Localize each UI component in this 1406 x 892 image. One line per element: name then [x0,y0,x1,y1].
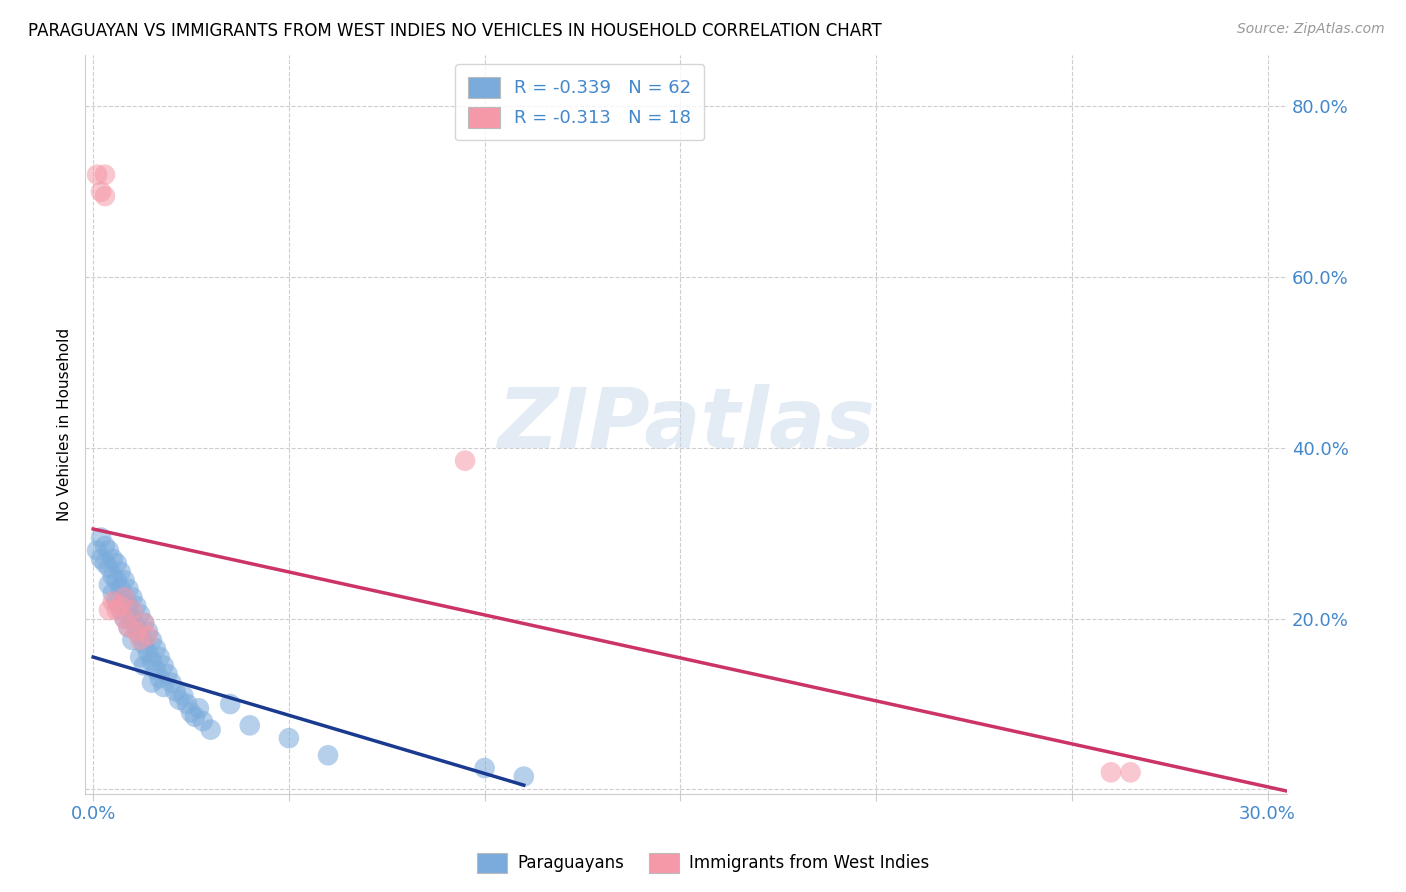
Point [239,718,262,732]
Point [129,629,152,643]
Y-axis label: No Vehicles in Household: No Vehicles in Household [58,328,72,521]
Point [110,565,132,579]
Point [105,573,128,587]
Point [94,189,117,203]
Point [114,591,136,605]
Point [136,624,159,639]
Point [184,710,207,724]
Point [97,543,120,558]
Text: ZIPatlas: ZIPatlas [498,384,875,465]
Point [105,556,128,570]
Point [316,748,339,763]
Point [141,632,163,647]
Point [121,603,143,617]
Point [105,603,128,617]
Point [97,603,120,617]
Point [132,615,155,630]
Point [219,697,242,711]
Point [97,577,120,591]
Point [110,603,132,617]
Point [117,620,139,634]
Point [129,607,152,622]
Point [114,612,136,626]
Point [101,552,124,566]
Point [277,731,299,746]
Point [101,569,124,583]
Point [94,539,117,553]
Point [121,591,143,605]
Point [136,629,159,643]
Point [129,632,152,647]
Point [152,658,174,673]
Point [454,453,477,467]
Point [169,692,191,706]
Point [114,612,136,626]
Point [121,632,143,647]
Point [152,680,174,694]
Point [125,620,148,634]
Point [86,168,108,182]
Point [129,650,152,665]
Point [165,684,187,698]
Point [132,637,155,651]
Point [141,654,163,668]
Point [132,658,155,673]
Point [156,667,179,681]
Point [125,624,148,639]
Point [105,594,128,608]
Point [117,599,139,613]
Point [110,582,132,596]
Point [145,641,167,656]
Point [97,560,120,574]
Point [136,646,159,660]
Point [180,706,202,720]
Point [94,168,117,182]
Point [117,620,139,634]
Point [114,591,136,605]
Point [121,612,143,626]
Point [513,770,536,784]
Point [176,697,198,711]
Point [141,675,163,690]
Point [101,594,124,608]
Point [200,723,222,737]
Point [114,573,136,587]
Point [90,185,112,199]
Point [1119,765,1142,780]
Point [149,672,172,686]
Point [1099,765,1122,780]
Point [149,650,172,665]
Point [125,599,148,613]
Text: PARAGUAYAN VS IMMIGRANTS FROM WEST INDIES NO VEHICLES IN HOUSEHOLD CORRELATION C: PARAGUAYAN VS IMMIGRANTS FROM WEST INDIE… [28,22,882,40]
Point [187,701,209,715]
Point [132,615,155,630]
Point [172,689,194,703]
Point [110,599,132,613]
Point [474,761,496,775]
Legend: R = -0.339   N = 62, R = -0.313   N = 18: R = -0.339 N = 62, R = -0.313 N = 18 [456,64,704,140]
Point [94,556,117,570]
Point [101,586,124,600]
Point [191,714,214,728]
Point [145,663,167,677]
Point [86,543,108,558]
Point [90,552,112,566]
Point [117,582,139,596]
Legend: Paraguayans, Immigrants from West Indies: Paraguayans, Immigrants from West Indies [470,847,936,880]
Point [160,675,183,690]
Point [90,531,112,545]
Text: Source: ZipAtlas.com: Source: ZipAtlas.com [1237,22,1385,37]
